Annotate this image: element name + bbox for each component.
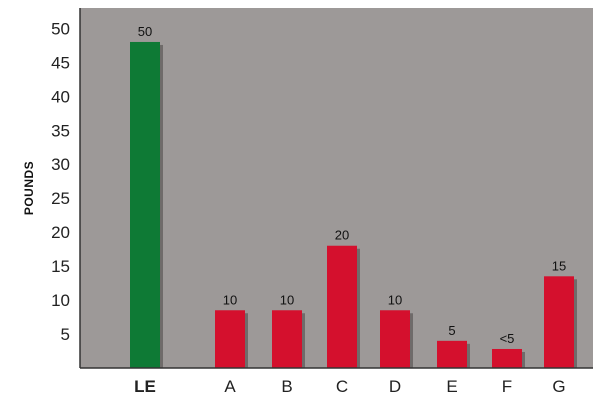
data-label: 5	[448, 323, 455, 338]
bar-e	[437, 340, 467, 368]
data-label: 10	[280, 292, 294, 307]
data-label: <5	[500, 331, 515, 346]
bar-b	[272, 310, 302, 368]
bars-group	[130, 41, 577, 368]
bar-c	[327, 245, 357, 368]
data-label: 10	[388, 292, 402, 307]
data-label: 10	[223, 292, 237, 307]
y-tick-label: 35	[51, 121, 70, 140]
data-label: 50	[138, 24, 152, 39]
y-tick-label: 25	[51, 189, 70, 208]
x-labels-group: LE A B C D E F G	[134, 377, 565, 396]
x-category-label: F	[502, 377, 512, 396]
y-tick-label: 15	[51, 257, 70, 276]
x-category-label: G	[552, 377, 565, 396]
y-ticks-group: 5 10 15 20 25 30 35 40 45 50	[51, 19, 70, 344]
bar-f	[492, 348, 522, 368]
bar-le	[130, 41, 160, 368]
y-tick-label: 40	[51, 87, 70, 106]
data-labels-group: 50 10 10 20 10 5 <5 15	[138, 24, 566, 346]
y-tick-label: 10	[51, 291, 70, 310]
x-category-label: LE	[134, 377, 156, 396]
y-tick-label: 5	[61, 325, 70, 344]
x-category-label: D	[389, 377, 401, 396]
bar-d	[380, 310, 410, 368]
x-category-label: E	[446, 377, 457, 396]
y-tick-label: 45	[51, 53, 70, 72]
bar-g	[544, 276, 574, 368]
data-label: 20	[335, 228, 349, 243]
x-category-label: C	[336, 377, 348, 396]
y-tick-label: 20	[51, 223, 70, 242]
x-category-label: A	[224, 377, 236, 396]
bar-a	[215, 310, 245, 368]
y-tick-label: 50	[51, 19, 70, 38]
y-tick-label: 30	[51, 155, 70, 174]
y-axis-label: POUNDS	[22, 161, 36, 215]
data-label: 15	[552, 258, 566, 273]
x-category-label: B	[281, 377, 292, 396]
